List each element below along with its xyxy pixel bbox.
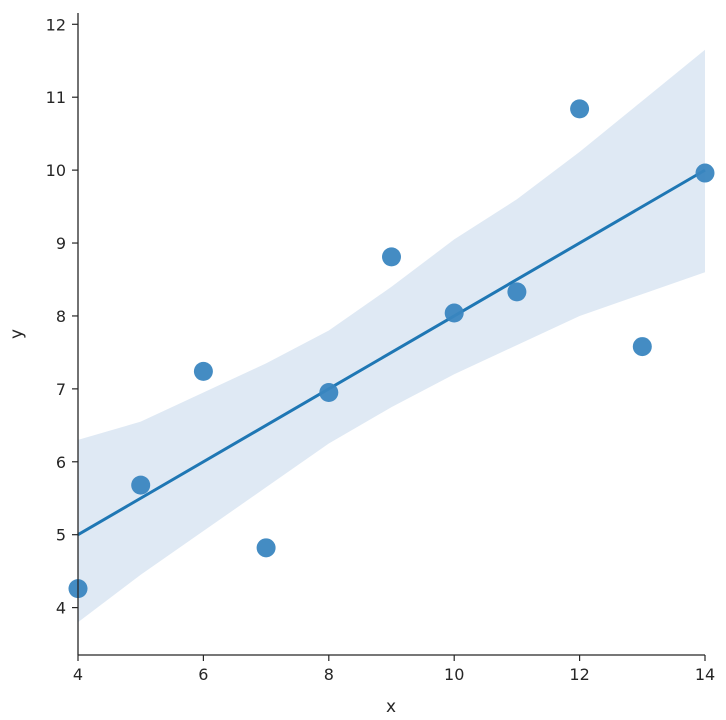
data-point-2 [131,475,151,495]
data-point-9 [570,99,590,119]
data-point-3 [193,361,213,381]
regression-line [77,168,706,536]
y-tick-label-8: 8 [56,307,66,326]
x-tick-label-14: 14 [695,665,715,684]
y-tick-label-11: 11 [46,88,66,107]
data-points-layer [68,99,715,599]
y-tick-label-5: 5 [56,526,66,545]
x-tick-label-12: 12 [569,665,589,684]
x-tick-label-10: 10 [444,665,464,684]
x-tick-label-6: 6 [198,665,208,684]
x-tick-label-4: 4 [73,665,83,684]
y-tick-label-12: 12 [46,15,66,34]
x-axis-label: x [386,697,396,717]
data-point-8 [507,282,527,302]
regression-line-layer [77,168,706,536]
data-point-5 [319,383,339,403]
data-point-7 [444,303,464,323]
confidence-band-layer [78,49,705,623]
data-point-11 [695,163,715,183]
y-tick-label-4: 4 [56,599,66,618]
y-tick-label-7: 7 [56,380,66,399]
axes-layer: 4 6 8 10 12 14 4 5 6 7 8 9 10 11 12 [46,13,715,684]
x-tick-label-8: 8 [324,665,334,684]
y-tick-label-10: 10 [46,161,66,180]
y-tick-label-6: 6 [56,453,66,472]
data-point-4 [256,538,276,558]
y-tick-label-9: 9 [56,234,66,253]
data-point-10 [632,337,652,357]
confidence-band [78,49,705,623]
data-point-6 [382,247,401,267]
y-axis-label: y [7,329,27,339]
